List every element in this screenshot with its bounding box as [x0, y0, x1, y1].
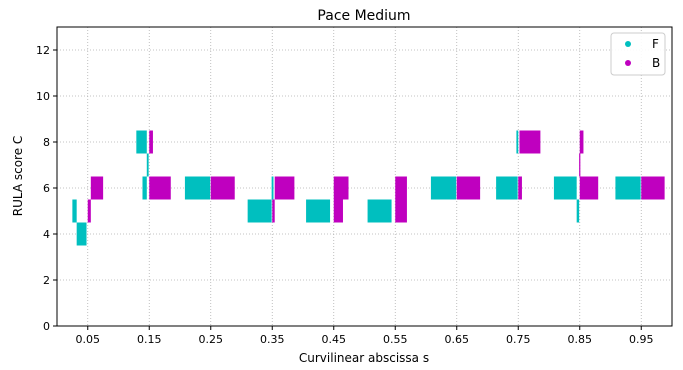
y-tick-label: 12: [36, 44, 50, 57]
y-tick-label: 8: [43, 136, 50, 149]
legend: F B: [610, 32, 666, 76]
legend-box: [610, 32, 666, 76]
bar-f: [553, 176, 577, 200]
bar-b: [210, 176, 235, 200]
x-tick-label: 0.25: [199, 333, 224, 346]
y-tick-label: 4: [43, 228, 50, 241]
bar-f: [76, 222, 87, 246]
bar-f: [271, 176, 274, 200]
x-tick-label: 0.05: [76, 333, 101, 346]
bar-f: [367, 199, 392, 223]
bar-f: [516, 130, 519, 154]
x-tick-label: 0.55: [383, 333, 408, 346]
bar-f: [247, 199, 272, 223]
bar-f: [136, 130, 147, 154]
bar-f: [496, 176, 518, 200]
bar-b: [90, 176, 104, 200]
y-tick-label: 6: [43, 182, 50, 195]
legend-label-f: F: [652, 37, 659, 51]
y-axis-ticks: 0 2 4 6 8 10 12: [36, 44, 57, 333]
legend-marker-f: [625, 41, 631, 47]
bar-b: [149, 176, 171, 200]
bar-f: [576, 199, 580, 223]
plot-frame: [56, 26, 673, 327]
bar-b: [272, 199, 275, 223]
x-tick-label: 0.45: [322, 333, 347, 346]
y-tick-label: 10: [36, 90, 50, 103]
x-tick-label: 0.85: [568, 333, 593, 346]
bar-b: [519, 130, 541, 154]
y-axis-label: RULA score C: [11, 136, 25, 217]
bar-b: [456, 176, 481, 200]
chart-title: Pace Medium: [317, 8, 410, 24]
x-tick-label: 0.95: [629, 333, 654, 346]
bar-b: [87, 199, 91, 223]
bar-b: [579, 153, 581, 177]
bar-f: [306, 199, 331, 223]
x-tick-label: 0.35: [260, 333, 285, 346]
legend-marker-b: [625, 60, 631, 66]
y-tick-label: 2: [43, 274, 50, 287]
bar-b: [274, 176, 295, 200]
bar-f: [72, 199, 77, 223]
x-tick-label: 0.15: [137, 333, 162, 346]
legend-label-b: B: [652, 56, 660, 70]
bar-f: [184, 176, 211, 200]
bar-b: [333, 176, 349, 200]
bar-b: [395, 176, 407, 200]
bar-b: [579, 176, 599, 200]
bar-f: [615, 176, 641, 200]
bar-b: [149, 130, 153, 154]
y-tick-label: 0: [43, 320, 50, 333]
x-axis-label: Curvilinear abscissa s: [299, 351, 429, 365]
bar-b: [333, 199, 343, 223]
bar-b: [395, 199, 407, 223]
x-tick-label: 0.75: [506, 333, 531, 346]
bar-b: [518, 176, 522, 200]
bar-b: [641, 176, 665, 200]
bar-b: [579, 130, 584, 154]
bar-f: [430, 176, 457, 200]
bars: [72, 130, 665, 246]
bar-f: [142, 176, 147, 200]
bar-f: [146, 153, 149, 177]
x-axis-ticks: 0.05 0.15 0.25 0.35 0.45 0.55 0.65 0.75 0.85 0.95: [76, 326, 654, 346]
x-tick-label: 0.65: [445, 333, 470, 346]
